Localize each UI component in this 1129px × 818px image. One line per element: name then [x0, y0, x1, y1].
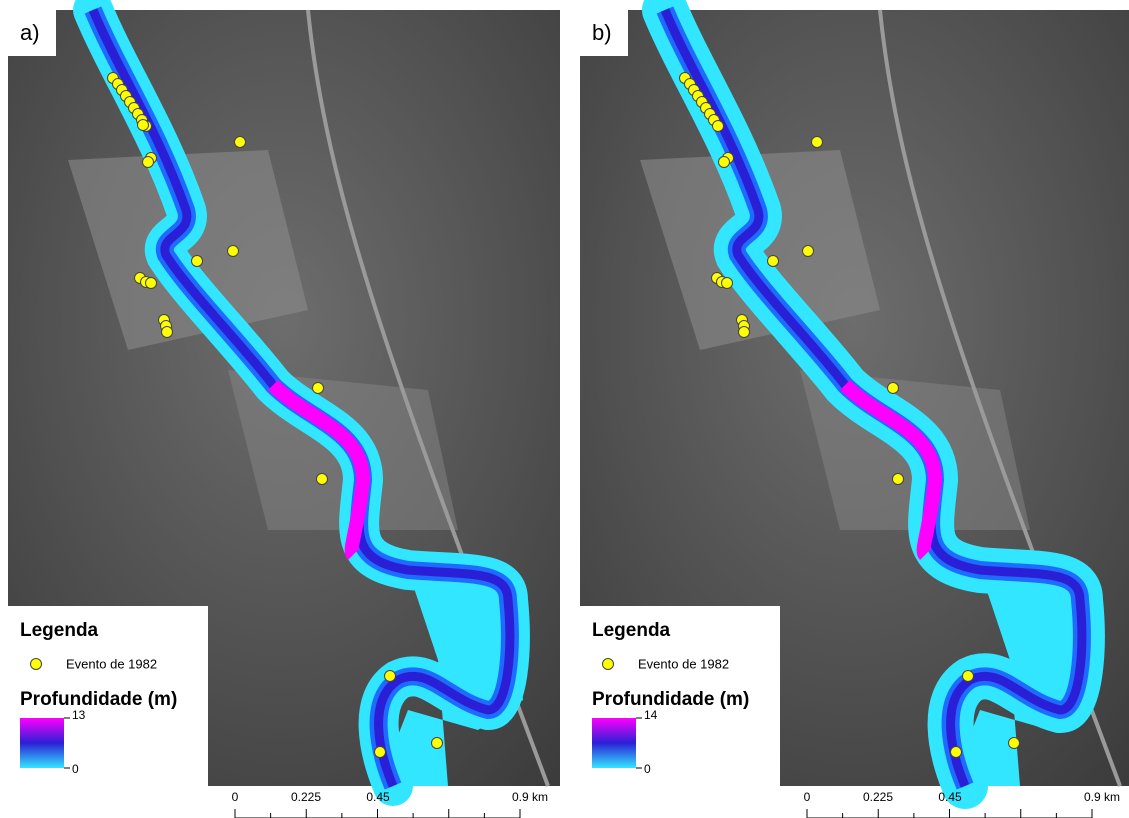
scale-label: 0.225 [863, 790, 893, 804]
event-marker [812, 137, 823, 148]
scale-label: 0.45 [366, 790, 390, 804]
event-marker [375, 747, 386, 758]
scale-label: 0.9 km [512, 790, 548, 804]
scale-label: 0.9 km [1084, 790, 1120, 804]
event-marker [313, 383, 324, 394]
scale-label: 0 [804, 790, 811, 804]
event-marker [146, 278, 157, 289]
depth-ramp [20, 718, 64, 768]
legend-title: Legenda [20, 620, 99, 641]
event-marker [888, 383, 899, 394]
event-marker [719, 157, 730, 168]
legend-marker [31, 659, 42, 670]
legend-event: Evento de 1982 [66, 656, 157, 671]
scale-label: 0 [232, 790, 239, 804]
event-marker [893, 474, 904, 485]
event-marker [739, 327, 750, 338]
event-marker [951, 747, 962, 758]
event-marker [192, 256, 203, 267]
event-marker [803, 246, 814, 257]
event-marker [143, 157, 154, 168]
legend-depth-title: Profundidade (m) [20, 689, 177, 710]
event-marker [713, 121, 724, 132]
event-marker [317, 474, 328, 485]
scale-label: 0.45 [938, 790, 962, 804]
depth-min: 0 [644, 762, 651, 776]
event-marker [1009, 738, 1020, 749]
legend-event: Evento de 1982 [638, 656, 729, 671]
event-marker [235, 137, 246, 148]
map-panel: b) Legenda Evento de 1982 Profundidade (m)1… [580, 10, 1129, 786]
depth-max: 14 [644, 708, 658, 722]
depth-min: 0 [72, 762, 79, 776]
legend: Legenda Evento de 1982 Profundidade (m)14 0 [580, 606, 780, 786]
event-marker [722, 278, 733, 289]
event-marker [228, 246, 239, 257]
event-marker [768, 256, 779, 267]
depth-ramp [592, 718, 636, 768]
scale-label: 0.225 [291, 790, 321, 804]
legend-title: Legenda [592, 620, 671, 641]
legend: Legenda Evento de 1982 Profundidade (m)13 0 [8, 606, 208, 786]
event-marker [138, 120, 149, 131]
figure: a)LegendaEvento de 1982Profundidade (m)1… [0, 0, 1129, 818]
legend-marker [603, 659, 614, 670]
legend-depth-title: Profundidade (m) [592, 689, 749, 710]
panel-label: b) [592, 20, 612, 45]
event-marker [385, 671, 396, 682]
page: {"panels": [ {"label": "a)", "legend": {… [0, 0, 1129, 818]
event-marker [162, 327, 173, 338]
event-marker [963, 671, 974, 682]
depth-max: 13 [72, 708, 86, 722]
event-marker [432, 738, 443, 749]
map-panel: a) Legenda Evento de 1982 Profundidade (m)1… [8, 10, 560, 786]
panel-label: a) [20, 20, 40, 45]
